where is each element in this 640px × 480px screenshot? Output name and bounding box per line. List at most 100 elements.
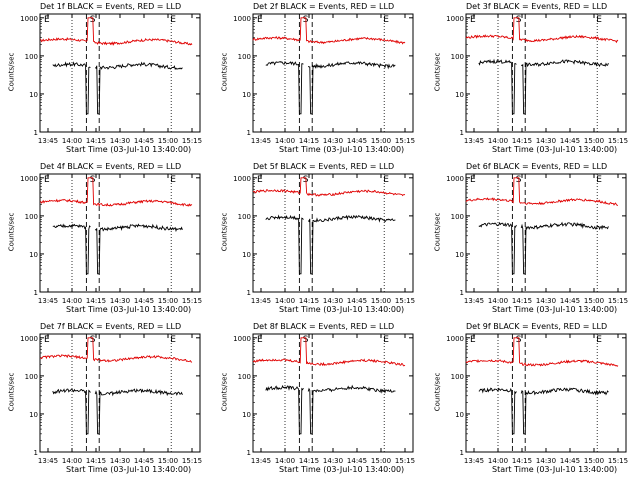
x-tick-label: 13:45 bbox=[38, 297, 58, 305]
x-axis-label: Start Time (03-Jul-10 13:40:00) bbox=[279, 305, 405, 314]
y-tick-label: 100 bbox=[238, 373, 251, 381]
detector-panel: 1 10 100 1000 13:45 14:00 14:15 14:30 14:45 15:00… bbox=[217, 160, 430, 320]
y-tick-label: 1 bbox=[34, 129, 38, 137]
y-tick-label: 100 bbox=[25, 373, 38, 381]
panel-title: Det 2f BLACK = Events, RED = LLD bbox=[253, 2, 395, 11]
x-tick-label: 14:30 bbox=[536, 297, 556, 305]
y-tick-label: 1 bbox=[34, 289, 38, 297]
x-tick-label: 14:30 bbox=[110, 297, 130, 305]
x-tick-label: 14:45 bbox=[347, 297, 367, 305]
x-tick-label: 14:00 bbox=[488, 457, 508, 465]
events-series-line bbox=[52, 223, 91, 275]
y-axis-label: Counts/sec bbox=[433, 212, 442, 252]
y-tick-label: 10 bbox=[455, 91, 464, 99]
marker-e-label: E bbox=[257, 175, 263, 185]
marker-e-label: E bbox=[257, 335, 263, 345]
y-tick-label: 10 bbox=[29, 411, 38, 419]
plot-frame bbox=[252, 173, 414, 293]
detector-chart: 1 10 100 1000 13:45 14:00 14:15 14:30 14:45 15:00… bbox=[446, 13, 628, 145]
x-tick-label: 14:00 bbox=[488, 297, 508, 305]
marker-e-label: E bbox=[383, 335, 389, 345]
x-tick-label: 14:00 bbox=[275, 297, 295, 305]
x-tick-label: 15:00 bbox=[158, 457, 178, 465]
y-tick-label: 1000 bbox=[233, 175, 251, 183]
x-tick-label: 14:15 bbox=[299, 297, 319, 305]
x-tick-label: 14:00 bbox=[488, 137, 508, 145]
x-tick-label: 14:30 bbox=[110, 457, 130, 465]
x-tick-label: 14:15 bbox=[512, 457, 532, 465]
events-series-line bbox=[520, 221, 609, 275]
x-tick-label: 15:00 bbox=[158, 297, 178, 305]
lld-series-line bbox=[39, 17, 193, 46]
x-tick-label: 15:00 bbox=[371, 137, 391, 145]
detector-chart: 1 10 100 1000 13:45 14:00 14:15 14:30 14:45 15:00… bbox=[233, 173, 415, 305]
x-tick-label: 13:45 bbox=[38, 457, 58, 465]
x-tick-label: 14:00 bbox=[62, 137, 82, 145]
marker-e-label: E bbox=[44, 175, 50, 185]
x-axis-label: Start Time (03-Jul-10 13:40:00) bbox=[66, 145, 192, 154]
y-tick-label: 10 bbox=[242, 411, 251, 419]
y-axis-label: Counts/sec bbox=[220, 372, 229, 412]
panel-title: Det 6f BLACK = Events, RED = LLD bbox=[466, 162, 608, 171]
events-series-line bbox=[52, 388, 91, 435]
x-tick-label: 14:00 bbox=[275, 137, 295, 145]
y-tick-label: 1000 bbox=[446, 175, 464, 183]
x-tick-label: 13:45 bbox=[251, 137, 271, 145]
detector-chart: 1 10 100 1000 13:45 14:00 14:15 14:30 14:45 15:00… bbox=[20, 13, 202, 145]
detector-panel: 1 10 100 1000 13:45 14:00 14:15 14:30 14:45 15:00… bbox=[430, 0, 640, 160]
x-tick-label: 13:45 bbox=[464, 457, 484, 465]
y-axis-label: Counts/sec bbox=[220, 52, 229, 92]
plot-frame bbox=[252, 333, 414, 453]
y-tick-label: 100 bbox=[451, 373, 464, 381]
x-tick-label: 15:15 bbox=[608, 137, 628, 145]
x-tick-label: 14:30 bbox=[323, 457, 343, 465]
y-tick-label: 1 bbox=[460, 289, 464, 297]
x-tick-label: 15:00 bbox=[158, 137, 178, 145]
events-series-line bbox=[520, 59, 609, 115]
x-tick-label: 13:45 bbox=[251, 457, 271, 465]
y-axis-label: Counts/sec bbox=[7, 52, 16, 92]
panel-title: Det 9f BLACK = Events, RED = LLD bbox=[466, 322, 608, 331]
y-tick-label: 10 bbox=[242, 91, 251, 99]
events-series-line bbox=[265, 60, 304, 115]
y-tick-label: 1 bbox=[247, 289, 251, 297]
x-tick-label: 15:15 bbox=[182, 297, 202, 305]
x-tick-label: 14:45 bbox=[347, 457, 367, 465]
lld-series-line bbox=[465, 17, 619, 44]
x-tick-label: 15:15 bbox=[395, 137, 415, 145]
marker-e-label: E bbox=[170, 175, 176, 185]
x-axis-label: Start Time (03-Jul-10 13:40:00) bbox=[66, 305, 192, 314]
x-tick-label: 15:00 bbox=[584, 137, 604, 145]
x-axis-label: Start Time (03-Jul-10 13:40:00) bbox=[492, 465, 618, 474]
events-series-line bbox=[478, 58, 517, 115]
marker-e-label: E bbox=[383, 15, 389, 25]
y-tick-label: 100 bbox=[25, 213, 38, 221]
events-series-line bbox=[265, 384, 304, 435]
y-tick-label: 100 bbox=[451, 213, 464, 221]
y-tick-label: 1 bbox=[460, 129, 464, 137]
x-tick-label: 14:45 bbox=[134, 137, 154, 145]
y-tick-label: 1 bbox=[247, 449, 251, 457]
detector-chart: 1 10 100 1000 13:45 14:00 14:15 14:30 14:45 15:00… bbox=[20, 333, 202, 465]
x-tick-label: 14:45 bbox=[560, 137, 580, 145]
events-series-line bbox=[478, 221, 517, 275]
y-tick-label: 10 bbox=[29, 251, 38, 259]
x-tick-label: 15:00 bbox=[584, 457, 604, 465]
x-tick-label: 14:30 bbox=[323, 137, 343, 145]
x-tick-label: 14:30 bbox=[323, 297, 343, 305]
events-series-line bbox=[94, 388, 183, 435]
y-tick-label: 100 bbox=[25, 53, 38, 61]
x-tick-label: 15:15 bbox=[395, 297, 415, 305]
y-tick-label: 100 bbox=[238, 53, 251, 61]
y-tick-label: 100 bbox=[238, 213, 251, 221]
panel-title: Det 5f BLACK = Events, RED = LLD bbox=[253, 162, 395, 171]
marker-e-label: E bbox=[170, 335, 176, 345]
x-tick-label: 13:45 bbox=[464, 137, 484, 145]
x-tick-label: 14:15 bbox=[86, 137, 106, 145]
x-tick-label: 14:30 bbox=[536, 137, 556, 145]
y-tick-label: 10 bbox=[455, 411, 464, 419]
x-tick-label: 14:45 bbox=[347, 137, 367, 145]
y-tick-label: 10 bbox=[455, 251, 464, 259]
x-tick-label: 13:45 bbox=[251, 297, 271, 305]
